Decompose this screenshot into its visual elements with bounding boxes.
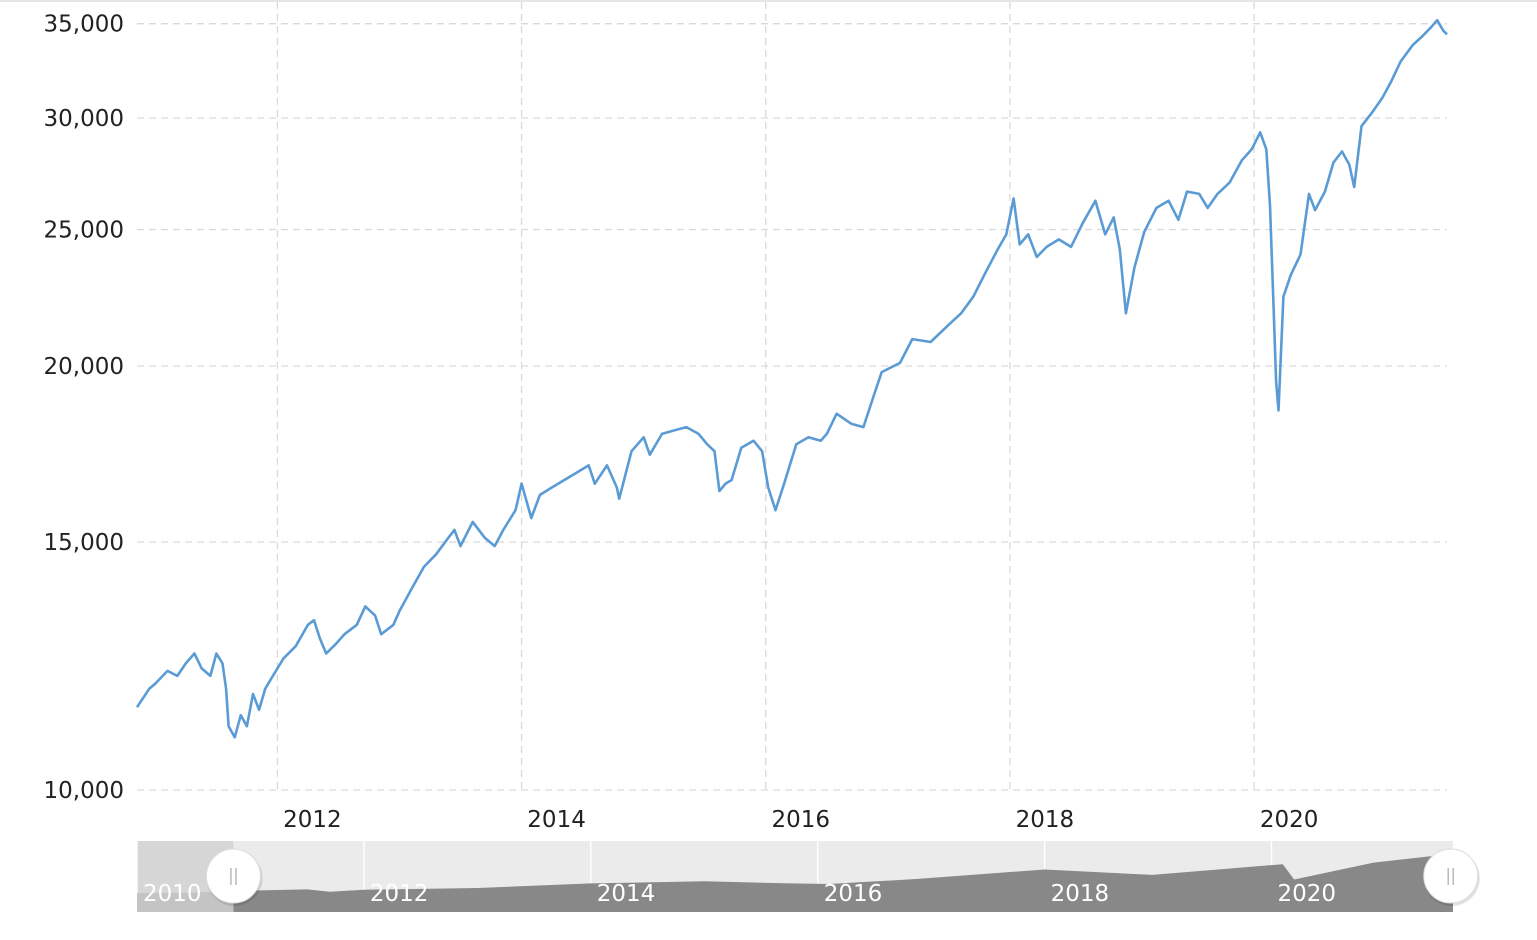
navigator-labels: 2010 2012 2014 2016 2018 2020: [143, 881, 1336, 907]
x-axis-labels: 2012 2014 2016 2018 2020: [283, 807, 1318, 833]
y-gridlines: [137, 23, 1447, 791]
navigator-year-label: 2014: [597, 881, 656, 907]
navigator-right-handle[interactable]: [1423, 848, 1480, 906]
top-border: [0, 0, 1537, 2]
x-tick-label: 2018: [1016, 807, 1075, 833]
y-axis-labels: 10,000 15,000 20,000 25,000 30,000 35,000: [44, 12, 124, 804]
y-tick-label: 35,000: [44, 12, 124, 38]
navigator-year-label: 2020: [1277, 881, 1336, 907]
y-tick-label: 20,000: [44, 354, 124, 380]
navigator-year-label: 2018: [1051, 881, 1110, 907]
navigator-year-label: 2010: [143, 881, 202, 907]
y-tick-label: 30,000: [44, 106, 124, 132]
y-tick-label: 15,000: [44, 530, 124, 556]
navigator-left-handle[interactable]: [205, 848, 263, 906]
x-tick-label: 2012: [283, 807, 342, 833]
x-tick-label: 2020: [1260, 807, 1319, 833]
handle-knob[interactable]: [205, 848, 261, 904]
navigator-area-unselected: [137, 891, 234, 912]
x-tick-label: 2014: [527, 807, 586, 833]
navigator-year-label: 2016: [824, 881, 883, 907]
navigator-area-selected: [233, 855, 1453, 912]
y-tick-label: 10,000: [44, 778, 124, 804]
x-tick-label: 2016: [771, 807, 830, 833]
handle-knob[interactable]: [1423, 848, 1479, 904]
navigator-year-label: 2012: [370, 881, 429, 907]
y-tick-label: 25,000: [44, 217, 124, 243]
series-line: [135, 18, 1448, 739]
